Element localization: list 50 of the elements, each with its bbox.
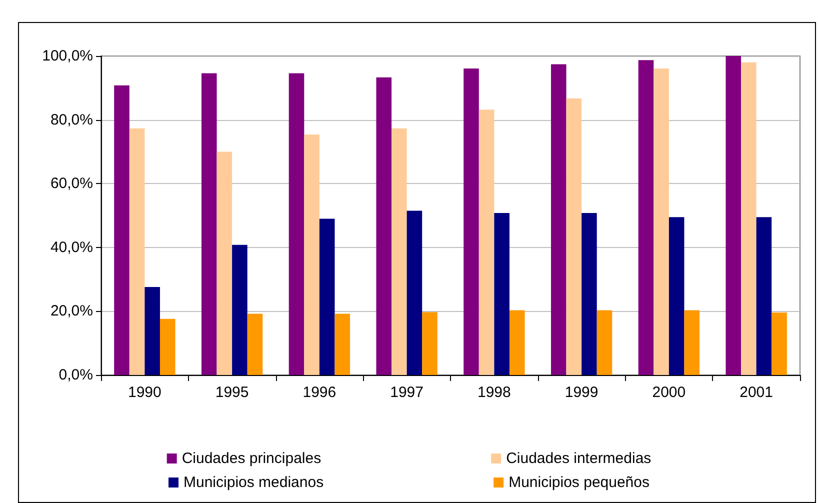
y-tick-label: 80,0% [50, 111, 93, 128]
bar [550, 64, 566, 375]
legend-label: Municipios medianos [184, 474, 324, 491]
bar [201, 73, 217, 375]
legend-label: Ciudades principales [182, 450, 322, 467]
bar [392, 128, 407, 375]
x-tick-label: 1997 [390, 384, 424, 401]
bar [494, 212, 510, 375]
bar [509, 310, 525, 375]
y-tick-label: 0,0% [58, 366, 93, 384]
bar [741, 62, 756, 375]
x-tick-label: 1995 [215, 384, 249, 401]
x-tick-label: 1998 [478, 384, 511, 401]
bar [566, 98, 582, 375]
legend-label: Ciudades intermedias [506, 450, 652, 467]
bar [247, 314, 263, 375]
bar [304, 134, 320, 375]
bar [114, 85, 130, 375]
x-tick-label: 1990 [128, 384, 162, 401]
bar [288, 73, 304, 375]
x-tick-label: 2001 [740, 384, 773, 401]
bar [422, 312, 438, 375]
bar [216, 152, 232, 375]
bar [478, 110, 494, 375]
bar [668, 217, 684, 375]
bar [582, 212, 597, 375]
bar [334, 314, 350, 375]
x-tick-label: 1999 [564, 384, 598, 401]
y-tick-label: 40,0% [50, 238, 93, 256]
bar [144, 286, 160, 375]
x-tick-label: 2000 [652, 384, 686, 401]
y-tick-label: 100,0% [42, 48, 93, 64]
bar [160, 318, 176, 375]
bar [129, 128, 145, 375]
bar [376, 77, 392, 375]
legend-label: Municipios pequeños [508, 474, 650, 491]
y-tick-label: 20,0% [50, 302, 93, 320]
bar [654, 68, 669, 375]
bar [319, 218, 335, 375]
bar [756, 217, 772, 375]
x-tick-label: 1996 [302, 384, 336, 401]
bar [772, 312, 787, 375]
bar [638, 60, 654, 375]
bar [464, 68, 479, 375]
y-tick-label: 60,0% [50, 175, 93, 192]
bar [596, 310, 612, 375]
bar [406, 210, 422, 375]
bar [726, 56, 742, 375]
bar [684, 310, 700, 375]
bar [232, 244, 248, 375]
